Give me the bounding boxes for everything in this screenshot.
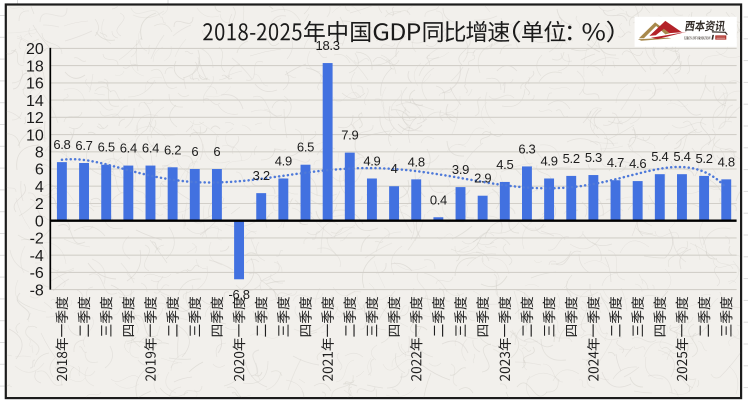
svg-text:6.7: 6.7 [75,138,92,153]
svg-text:4.8: 4.8 [718,154,735,169]
svg-text:6: 6 [35,162,44,179]
svg-text:6.5: 6.5 [98,140,115,155]
svg-text:14: 14 [26,93,44,110]
svg-text:6.4: 6.4 [142,141,159,156]
svg-text:3.9: 3.9 [452,162,469,177]
svg-text:4.8: 4.8 [408,154,425,169]
svg-text:4.9: 4.9 [275,154,292,169]
svg-text:4.6: 4.6 [629,156,646,171]
svg-text:6.3: 6.3 [518,141,535,156]
svg-text:18.3: 18.3 [316,38,340,53]
svg-text:6: 6 [191,144,198,159]
svg-text:7.9: 7.9 [341,128,358,143]
svg-text:5.4: 5.4 [673,149,690,164]
svg-text:2.9: 2.9 [474,171,491,186]
svg-text:6.8: 6.8 [53,137,70,152]
svg-text:-6: -6 [30,265,44,282]
svg-text:5.3: 5.3 [585,150,602,165]
svg-text:6.5: 6.5 [297,140,314,155]
svg-text:-2: -2 [30,231,44,248]
svg-text:5.2: 5.2 [696,151,713,166]
svg-text:0: 0 [35,213,44,230]
svg-text:18: 18 [26,58,44,75]
svg-text:5.4: 5.4 [651,149,668,164]
svg-text:-4: -4 [30,248,44,265]
svg-text:6: 6 [213,144,220,159]
svg-text:2: 2 [35,196,44,213]
svg-text:6.4: 6.4 [120,141,137,156]
svg-text:3.2: 3.2 [253,168,270,183]
svg-text:0.4: 0.4 [430,192,447,207]
svg-text:4: 4 [391,161,398,176]
svg-text:16: 16 [26,76,44,93]
svg-text:20: 20 [26,41,44,58]
svg-text:4.7: 4.7 [607,155,624,170]
svg-text:8: 8 [35,145,44,162]
svg-text:5.2: 5.2 [563,151,580,166]
svg-text:4.5: 4.5 [496,157,513,172]
svg-text:4.9: 4.9 [541,154,558,169]
svg-text:12: 12 [26,110,44,127]
svg-text:-8: -8 [30,282,44,299]
svg-text:4: 4 [35,179,44,196]
svg-text:XIBEN INFORMATION: XIBEN INFORMATION [683,35,711,40]
svg-text:4.9: 4.9 [363,154,380,169]
svg-text:6.2: 6.2 [164,142,181,157]
svg-text:10: 10 [26,127,44,144]
